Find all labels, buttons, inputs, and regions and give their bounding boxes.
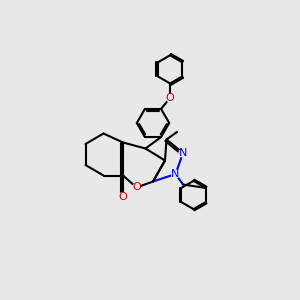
Circle shape (133, 184, 140, 191)
Circle shape (119, 193, 127, 200)
Text: N: N (171, 169, 180, 179)
Text: O: O (118, 191, 127, 202)
Text: O: O (132, 182, 141, 193)
Circle shape (166, 94, 174, 102)
Text: N: N (179, 148, 187, 158)
Circle shape (179, 149, 187, 157)
Text: O: O (166, 93, 175, 103)
Circle shape (172, 170, 179, 178)
